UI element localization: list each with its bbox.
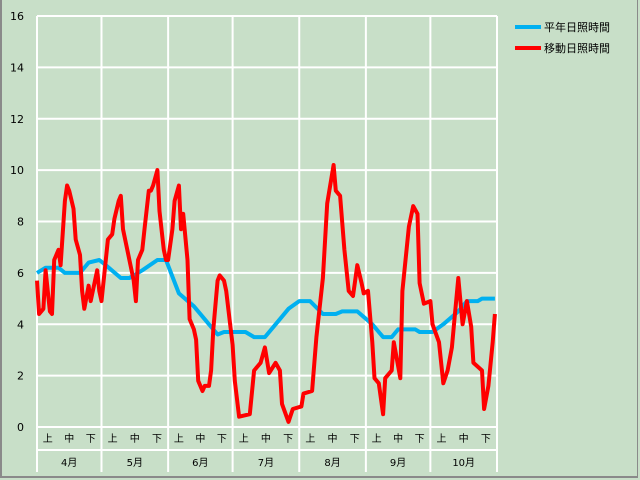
dekad-label: 下 <box>481 434 491 445</box>
month-label: 10月 <box>452 457 475 469</box>
dekad-label: 中 <box>459 432 469 445</box>
series-line-moving <box>35 163 497 424</box>
y-tick-label: 14 <box>10 61 24 74</box>
month-label: 7月 <box>258 457 274 469</box>
dekad-label: 上 <box>436 433 446 445</box>
y-tick-label: 10 <box>10 164 24 177</box>
y-tick-label: 6 <box>17 267 24 280</box>
month-label: 4月 <box>61 457 77 469</box>
dekad-label: 中 <box>195 432 205 445</box>
series-lines <box>35 163 497 424</box>
dekad-label: 下 <box>415 434 425 445</box>
dekad-label: 上 <box>43 433 53 445</box>
dekad-label: 上 <box>305 433 315 445</box>
dekad-label: 中 <box>130 432 140 445</box>
y-tick-label: 0 <box>17 421 24 434</box>
dekad-label: 中 <box>64 432 74 445</box>
dekad-label: 下 <box>152 434 162 445</box>
x-axis-labels: 4月上中下5月上中下6月上中下7月上中下8月上中下9月上中下10月上中下 <box>43 432 491 469</box>
dekad-label: 下 <box>350 434 360 445</box>
y-tick-label: 8 <box>17 216 24 229</box>
y-tick-label: 2 <box>17 370 24 383</box>
dekad-label: 下 <box>217 434 227 445</box>
dekad-label: 下 <box>86 434 96 445</box>
month-label: 9月 <box>390 457 406 469</box>
dekad-label: 上 <box>108 433 118 445</box>
legend-label-moving: 移動日照時間 <box>544 41 610 55</box>
month-label: 6月 <box>192 457 208 469</box>
dekad-label: 上 <box>174 433 184 445</box>
y-tick-label: 12 <box>10 113 24 126</box>
dekad-label: 中 <box>393 432 403 445</box>
y-tick-label: 16 <box>10 10 24 23</box>
legend: 平年日照時間 移動日照時間 <box>515 20 610 55</box>
y-tick-label: 4 <box>17 318 24 331</box>
legend-label-normal: 平年日照時間 <box>544 20 610 34</box>
month-label: 5月 <box>127 457 143 469</box>
month-label: 8月 <box>324 457 340 469</box>
dekad-label: 下 <box>283 434 293 445</box>
y-axis-ticks: 0 2 4 6 8 10 12 14 16 <box>10 10 24 434</box>
dekad-label: 中 <box>328 432 338 445</box>
dekad-label: 上 <box>239 433 249 445</box>
dekad-label: 中 <box>261 432 271 445</box>
dekad-label: 上 <box>372 433 382 445</box>
